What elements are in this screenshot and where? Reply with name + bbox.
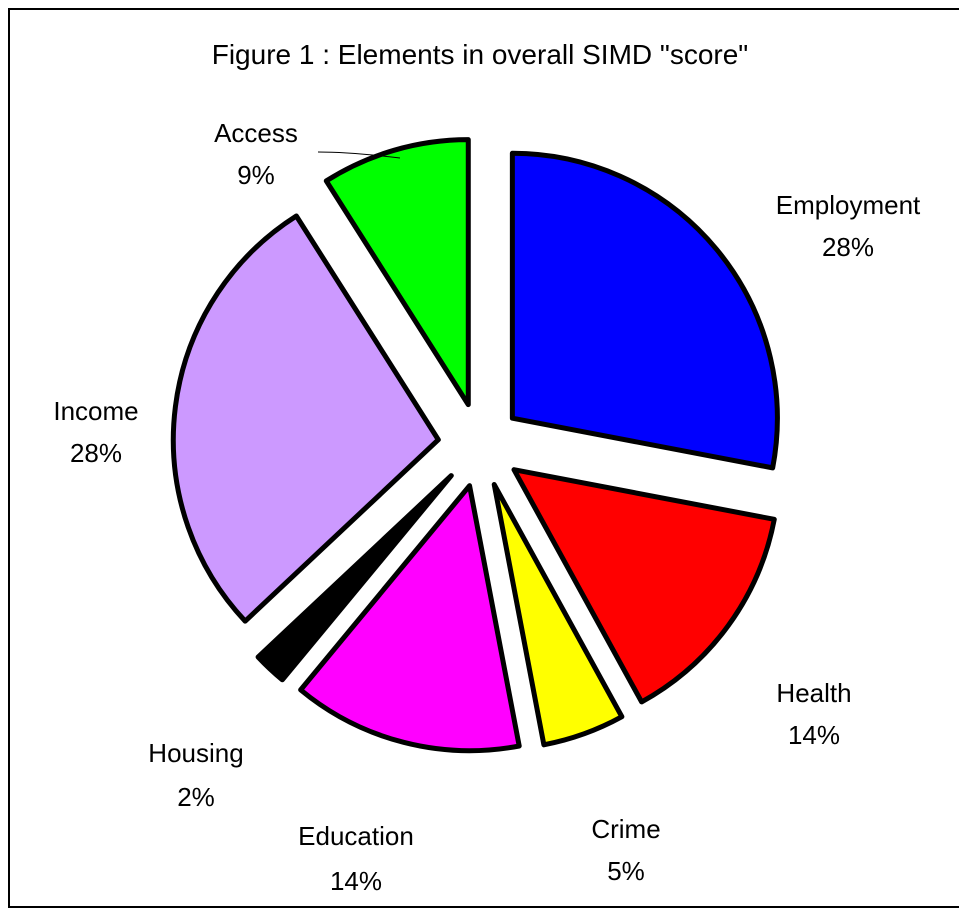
chart-title: Figure 1 : Elements in overall SIMD "sco…	[212, 39, 749, 70]
access-leader-line	[317, 151, 401, 159]
slice-label-income: Income	[53, 396, 138, 426]
slice-percent-crime: 5%	[607, 856, 645, 886]
slice-label-access: Access	[214, 118, 298, 148]
pie-slice-health	[511, 467, 777, 705]
pie-slice-housing	[255, 473, 454, 683]
chart-frame	[8, 8, 959, 908]
pie-slice-income	[170, 213, 441, 624]
pie-slices	[170, 137, 780, 754]
pie-slice-access	[323, 137, 471, 408]
slice-percent-income: 28%	[70, 438, 122, 468]
pie-slice-employment	[509, 150, 780, 471]
slice-labels: Employment 28% Health 14% Crime 5% Education 14…	[53, 118, 921, 896]
slice-percent-housing: 2%	[177, 782, 215, 812]
slice-percent-education: 14%	[330, 866, 382, 896]
slice-percent-access: 9%	[237, 160, 275, 190]
slice-label-health: Health	[776, 678, 851, 708]
slice-percent-health: 14%	[788, 720, 840, 750]
slice-label-crime: Crime	[591, 814, 660, 844]
slice-percent-employment: 28%	[822, 232, 874, 262]
slice-label-education: Education	[298, 821, 414, 851]
pie-slice-education	[298, 483, 522, 754]
pie-slice-crime	[491, 482, 625, 748]
slice-label-housing: Housing	[148, 738, 243, 768]
slice-label-employment: Employment	[776, 190, 921, 220]
